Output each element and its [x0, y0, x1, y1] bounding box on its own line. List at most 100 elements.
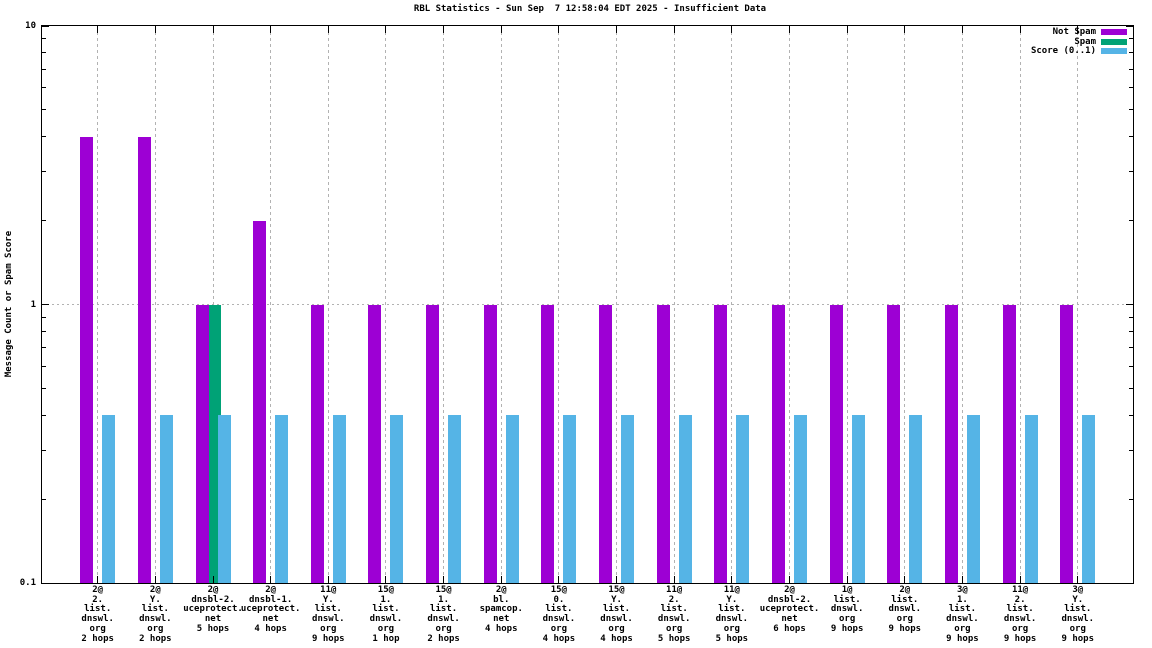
x-axis-label-line: list. — [718, 604, 746, 615]
x-axis-label: 11@ Y. list. dnswl. org 5 hops — [686, 585, 778, 644]
bar-score — [505, 415, 519, 583]
x-axis-tick — [846, 26, 848, 33]
y-axis-minor-tick — [1129, 387, 1133, 389]
x-axis-label: 2@ dnsbl-2. uceprotect. net 6 hops — [744, 585, 836, 635]
gridline-x-category — [731, 26, 733, 583]
x-axis-label-line: uceprotect. — [183, 604, 243, 615]
x-axis-label-line: list. — [891, 594, 919, 605]
bar-not-spam — [310, 304, 324, 583]
x-axis-label-line: list. — [833, 594, 861, 605]
y-axis-minor-tick — [1129, 38, 1133, 40]
bar-score — [909, 415, 923, 583]
x-axis-label-line: dnswl. — [1061, 614, 1094, 625]
gridline-x-category — [1019, 26, 1021, 583]
x-axis-label-line: net — [493, 614, 510, 625]
bar-score — [966, 415, 980, 583]
x-axis-tick — [1019, 26, 1021, 33]
y-axis-minor-tick — [42, 347, 46, 349]
y-axis-minor-tick — [42, 220, 46, 222]
x-axis-label-line: 2@ — [207, 585, 219, 595]
x-axis-label-line: dnswl. — [81, 614, 114, 625]
gridline-x-category — [327, 26, 329, 583]
x-axis-tick — [97, 576, 99, 583]
x-axis-label-line: list. — [314, 604, 342, 615]
bar-not-spam — [80, 136, 94, 583]
x-axis-label-line: 4 hops — [542, 633, 576, 644]
gridline-x-category — [846, 26, 848, 583]
x-axis-label: 15@ Y. list. dnswl. org 4 hops — [571, 585, 663, 644]
bar-score — [217, 415, 231, 583]
x-axis-label-line: list. — [660, 604, 688, 615]
gridline-x-category — [673, 26, 675, 583]
y-axis-minor-tick — [1129, 330, 1133, 332]
x-axis-label-line: 9 hops — [1003, 633, 1037, 644]
y-axis-minor-tick — [42, 498, 46, 500]
x-axis-label: 11@ Y. list. dnswl. org 9 hops — [282, 585, 374, 644]
x-axis-tick — [904, 26, 906, 33]
bar-not-spam — [368, 304, 382, 583]
x-axis-tick — [1077, 26, 1079, 33]
bar-not-spam — [1002, 304, 1016, 583]
x-axis-label: 1@ list. dnswl. org 9 hops — [801, 585, 893, 635]
gridline-x-category — [558, 26, 560, 583]
x-axis-tick — [154, 26, 156, 33]
x-axis-label-line: 1 hop — [372, 633, 400, 644]
x-axis-tick — [500, 26, 502, 33]
x-axis-label-line: org — [608, 623, 625, 634]
y-axis-minor-tick — [42, 330, 46, 332]
x-axis-tick — [443, 576, 445, 583]
y-axis-major-tick — [1126, 25, 1133, 27]
x-axis-label: 15@ 1. list. dnswl. org 2 hops — [398, 585, 490, 644]
y-axis-minor-tick — [42, 68, 46, 70]
bar-not-spam — [944, 304, 958, 583]
x-axis-label-line: list. — [545, 604, 573, 615]
x-axis-label: 2@ dnsbl-2. uceprotect. net 5 hops — [167, 585, 259, 635]
x-axis-tick — [443, 26, 445, 33]
x-axis-label: 11@ 2. list. dnswl. org 9 hops — [974, 585, 1066, 644]
bar-not-spam — [483, 304, 497, 583]
x-axis-label-line: dnswl. — [1003, 614, 1037, 625]
x-axis-label-line: 9 hops — [312, 633, 345, 644]
y-axis-minor-tick — [1129, 171, 1133, 173]
x-axis-label-line: 4 hops — [254, 623, 287, 634]
x-axis-label-line: 3@ — [1072, 585, 1084, 595]
x-axis-tick — [385, 576, 387, 583]
x-axis-label-line: list. — [141, 604, 169, 615]
x-axis-label-line: 2 hops — [427, 633, 460, 644]
x-axis-label: 3@ 1. list. dnswl. org 9 hops — [916, 585, 1008, 644]
gridline-x-category — [616, 26, 618, 583]
x-axis-label-line: net — [262, 614, 279, 625]
x-axis-label-line: org — [550, 623, 568, 634]
gridline-x-category — [789, 26, 790, 583]
y-axis-major-tick — [1126, 304, 1133, 305]
x-axis-label-line: 4 hops — [484, 623, 518, 634]
x-axis-label-line: 11@ — [1011, 585, 1029, 595]
x-axis-label-line: uceprotect. — [240, 604, 301, 615]
bar-not-spam — [887, 304, 901, 583]
x-axis-label-line: dnswl. — [657, 614, 691, 625]
x-axis-label: 2@ list. dnswl. org 9 hops — [859, 585, 951, 635]
gridline-y-1 — [42, 304, 1133, 305]
x-axis-label-line: 1. — [957, 594, 968, 605]
x-axis-label-line: list. — [430, 604, 458, 615]
x-axis-tick — [1077, 576, 1079, 583]
x-axis-label-line: 2. — [1014, 594, 1026, 605]
x-axis-label-line: Y. — [611, 594, 622, 605]
x-axis-label-line: dnswl. — [830, 604, 864, 615]
x-axis-label-line: dnswl. — [888, 604, 922, 615]
x-axis-label-line: dnswl. — [139, 614, 172, 625]
x-axis-label-line: 15@ — [435, 585, 452, 595]
x-axis-tick — [616, 26, 618, 33]
chart-title: RBL Statistics - Sun Sep 7 12:58:04 EDT … — [413, 4, 767, 14]
bar-score — [332, 415, 346, 583]
y-axis-minor-tick — [42, 414, 46, 416]
x-axis-label-line: 2@ — [149, 585, 161, 595]
x-axis-label-line: 2@ — [495, 585, 507, 595]
y-axis-major-tick — [1126, 582, 1133, 584]
x-axis-label-line: 2@ — [92, 585, 104, 595]
x-axis-tick — [270, 26, 272, 33]
bar-score — [678, 415, 692, 583]
y-axis-minor-tick — [1129, 109, 1133, 111]
x-axis-label-line: 11@ — [320, 585, 337, 595]
x-axis-tick — [500, 576, 502, 583]
